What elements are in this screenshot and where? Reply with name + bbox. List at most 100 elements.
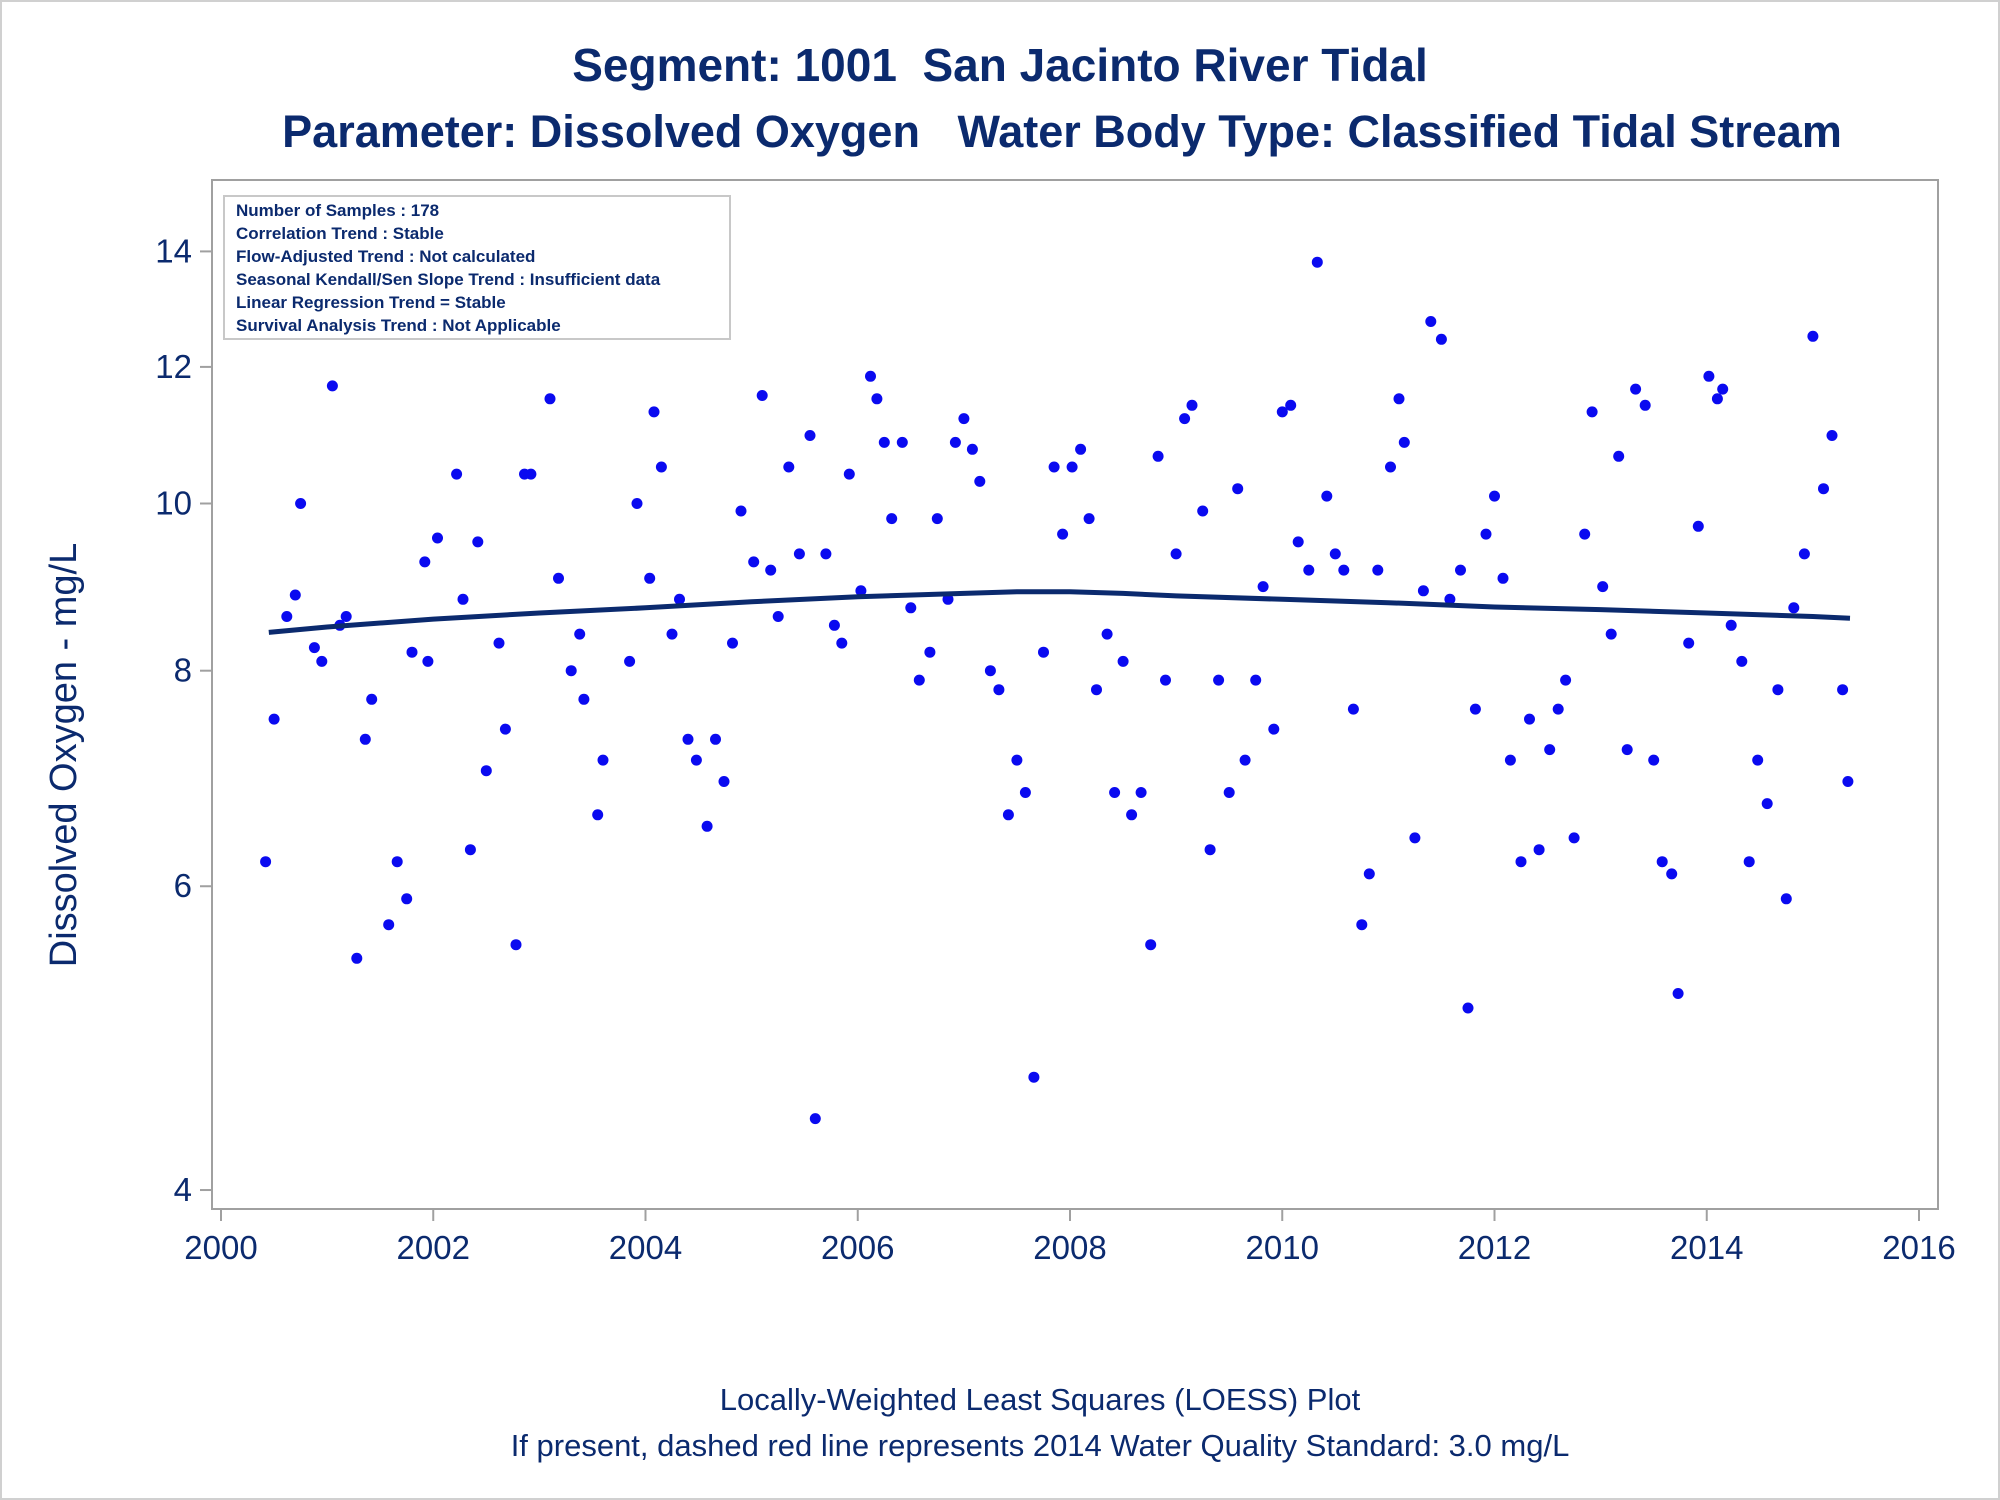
data-point (406, 646, 418, 658)
data-point (565, 665, 577, 677)
data-point (1268, 723, 1280, 735)
x-tick-label: 2002 (397, 1229, 470, 1266)
data-point (735, 505, 747, 517)
data-point (1780, 893, 1792, 905)
data-point (1091, 684, 1102, 696)
y-tick-label: 12 (155, 348, 192, 385)
data-point (896, 436, 908, 448)
data-point (289, 589, 301, 601)
stats-box-border (223, 195, 731, 340)
data-point (472, 536, 484, 548)
data-point (1213, 674, 1225, 686)
data-point (1435, 333, 1447, 345)
data-point (391, 856, 403, 868)
data-point (1223, 787, 1235, 798)
data-point (422, 655, 434, 667)
data-point (958, 413, 970, 425)
data-point (913, 674, 925, 686)
data-point (1075, 443, 1087, 455)
data-point (499, 723, 511, 735)
data-point (1639, 399, 1651, 411)
x-tick-label: 2004 (609, 1229, 682, 1266)
x-tick-label: 2010 (1246, 1229, 1319, 1266)
data-point (308, 642, 320, 654)
data-point (690, 754, 702, 766)
data-point (1276, 406, 1288, 418)
chart-subtitle: Parameter: Dissolved Oxygen Water Body T… (282, 106, 1842, 157)
data-point (351, 952, 363, 964)
stat-line: Seasonal Kendall/Sen Slope Trend : Insuf… (236, 270, 661, 289)
data-point (1117, 655, 1129, 667)
loess-curve (268, 589, 1851, 635)
data-point (701, 820, 713, 832)
stat-line: Flow-Adjusted Trend : Not calculated (236, 247, 535, 266)
data-point (1711, 393, 1723, 405)
data-point (1842, 776, 1854, 787)
data-point (886, 513, 898, 525)
data-point (624, 655, 636, 667)
data-point (1197, 505, 1209, 517)
data-point (772, 611, 784, 622)
data-point (1807, 330, 1819, 342)
data-point (828, 619, 840, 631)
data-point (1311, 256, 1323, 268)
data-point (855, 585, 867, 597)
data-point (510, 939, 522, 951)
stat-line: Survival Analysis Trend : Not Applicable (236, 316, 561, 335)
chart-title: Segment: 1001 San Jacinto River Tidal (572, 39, 1428, 91)
data-point (1160, 674, 1171, 686)
data-point (1455, 564, 1466, 576)
data-point (464, 844, 476, 856)
data-point (820, 548, 832, 560)
data-point (1232, 483, 1244, 495)
data-point (1621, 744, 1633, 756)
data-point (1666, 868, 1678, 880)
data-point (1425, 316, 1437, 327)
data-point (993, 684, 1005, 696)
data-point (1656, 856, 1668, 868)
data-point (1347, 703, 1359, 715)
data-point (1257, 581, 1269, 593)
data-point (1204, 844, 1216, 856)
data-point (1533, 844, 1545, 856)
data-point (1703, 370, 1715, 382)
data-point (1798, 548, 1810, 560)
footer-note: If present, dashed red line represents 2… (510, 1428, 1570, 1463)
data-point (1736, 655, 1748, 667)
data-point (1338, 564, 1350, 576)
stats-box: Number of Samples : 178 Correlation Tren… (223, 195, 731, 340)
data-point (1462, 1002, 1474, 1014)
data-point (1028, 1071, 1040, 1083)
data-point (1356, 919, 1368, 931)
data-point (260, 856, 272, 868)
data-point (1303, 564, 1315, 576)
y-tick-label: 10 (155, 485, 192, 522)
data-point (1398, 436, 1410, 448)
data-point (1552, 703, 1564, 715)
data-point (748, 556, 760, 568)
data-point (1515, 856, 1527, 868)
y-tick-label: 8 (174, 652, 192, 689)
data-point (1109, 787, 1121, 798)
data-point (674, 593, 685, 605)
stat-line: Linear Regression Trend = Stable (236, 293, 506, 312)
data-point (793, 548, 805, 560)
data-point (1170, 548, 1182, 560)
data-point (1393, 393, 1405, 405)
data-point (383, 919, 395, 931)
data-point (359, 733, 371, 745)
data-point (1145, 939, 1157, 951)
data-point (419, 556, 431, 568)
data-point (340, 611, 352, 622)
data-point (1630, 383, 1642, 395)
data-point (366, 693, 378, 705)
data-point (525, 468, 537, 480)
data-point (1504, 754, 1516, 766)
data-point (1480, 528, 1492, 540)
data-point (1048, 461, 1060, 473)
data-point (836, 637, 848, 649)
x-tick-label: 2008 (1033, 1229, 1106, 1266)
data-point (1497, 572, 1509, 584)
x-axis: 2000 2002 2004 2006 2008 2010 2012 2014 2016 (184, 1209, 1956, 1266)
data-point (631, 498, 643, 509)
